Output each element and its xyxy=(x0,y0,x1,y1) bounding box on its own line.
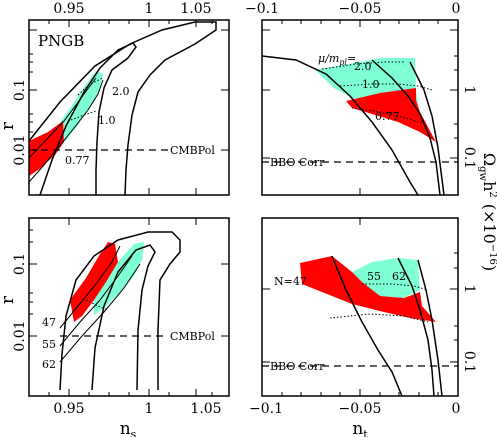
annotation-55: 55 xyxy=(367,270,381,283)
annotation-mu-label: μ/mpl= xyxy=(318,52,356,67)
annotation-62: 62 xyxy=(42,358,56,371)
annotation-2-0: 2.0 xyxy=(112,85,130,98)
x-axis-label-left: ns xyxy=(120,419,137,437)
envelope-curve xyxy=(331,255,403,397)
panel-bottom-right: N=47 55 62 BBO Corr xyxy=(261,217,459,397)
constant-N-line xyxy=(59,245,121,329)
dotted-mu-line xyxy=(77,77,104,96)
annotation-62: 62 xyxy=(392,270,406,283)
dotted-mu-line xyxy=(329,313,429,323)
annotation-1-0: 1.0 xyxy=(98,114,116,127)
dotted-mu-line xyxy=(351,107,425,125)
tick-label: 1.05 xyxy=(190,401,221,417)
tick-label: 1 xyxy=(461,86,477,95)
envelope-curve xyxy=(397,257,435,397)
tick-label: 0.95 xyxy=(53,401,84,417)
panel-top-left: PNGB 2.0 1.0 0.77 CMBPol xyxy=(28,19,230,196)
y-tick-labels: 0.1 0.01 0.1 0.01 0.1 1 0.1 1 xyxy=(12,79,477,373)
y-axis-label-bottom: r xyxy=(0,295,18,304)
annotation-cmbpol: CMBPol xyxy=(170,144,215,157)
tick-label: 1 xyxy=(145,1,154,17)
dotted-mu-line xyxy=(362,283,429,291)
tick-marks xyxy=(29,218,229,396)
annotation-bbo-corr: BBO Corr xyxy=(270,156,325,169)
annotation-0-77: 0.77 xyxy=(375,110,400,123)
tick-label: −0.05 xyxy=(339,401,382,417)
envelope-curve xyxy=(261,55,419,196)
dotted-mu-line xyxy=(70,110,97,121)
constant-N-line xyxy=(59,255,133,347)
annotation-0-77: 0.77 xyxy=(65,154,90,167)
tick-labels: 0.95 1 1.05 −0.1 −0.05 0 0.95 1 1.05 −0.… xyxy=(53,1,460,417)
annotation-bbo-corr: BBO Corr xyxy=(270,360,325,373)
y-axis-label-top: r xyxy=(0,121,18,130)
tick-label: 1 xyxy=(461,285,477,294)
dotted-mu-line xyxy=(85,299,109,311)
constant-N-line xyxy=(59,263,141,363)
constant-N-line xyxy=(28,77,97,159)
y-axis-label-right: Ωgwh2(×10−16) xyxy=(477,153,497,271)
tick-label: 0.1 xyxy=(12,79,28,101)
envelope-curve xyxy=(409,61,445,196)
tick-label: −0.05 xyxy=(339,1,382,17)
annotation-47: 47 xyxy=(42,316,56,329)
cyan-region xyxy=(94,242,144,315)
x-axis-label-right: nt xyxy=(352,419,368,437)
red-region xyxy=(300,256,436,322)
dotted-mu-line xyxy=(339,83,433,91)
tick-label: 0.1 xyxy=(461,351,477,373)
annotation-55: 55 xyxy=(42,338,56,351)
tick-marks xyxy=(29,20,229,195)
constant-N-line xyxy=(28,79,104,183)
tick-label: 0.1 xyxy=(12,253,28,275)
tick-marks xyxy=(262,218,458,396)
annotation-n47: N=47 xyxy=(274,275,307,288)
annotation-cmbpol: CMBPol xyxy=(170,330,215,343)
tick-label: 0.95 xyxy=(53,1,84,17)
tick-marks xyxy=(262,20,459,195)
panel-frame xyxy=(28,217,230,397)
outer-contour xyxy=(59,231,181,391)
tick-label: 1 xyxy=(145,401,154,417)
tick-label: 0 xyxy=(452,1,461,17)
tick-label: −0.1 xyxy=(249,401,283,417)
inner-contour xyxy=(39,42,137,196)
annotation-1-0: 1.0 xyxy=(362,78,380,91)
inner-contour xyxy=(91,244,156,391)
tick-label: 0.01 xyxy=(12,320,28,351)
envelope-curve xyxy=(417,259,443,397)
pngb-label: PNGB xyxy=(38,32,84,50)
panel-bottom-left: 47 55 62 CMBPol xyxy=(28,217,230,397)
tick-label: 0.1 xyxy=(461,147,477,169)
tick-label: 0.01 xyxy=(12,134,28,165)
panel-top-right: μ/mpl= 2.0 1.0 0.77 BBO Corr xyxy=(261,19,459,196)
annotation-2-0: 2.0 xyxy=(354,60,372,73)
tick-label: 1.05 xyxy=(180,1,211,17)
tick-label: 0 xyxy=(452,401,461,417)
cyan-region xyxy=(315,58,418,102)
red-region xyxy=(70,242,118,322)
cyan-region xyxy=(61,71,103,142)
tick-label: −0.1 xyxy=(245,1,279,17)
red-region xyxy=(29,121,64,176)
